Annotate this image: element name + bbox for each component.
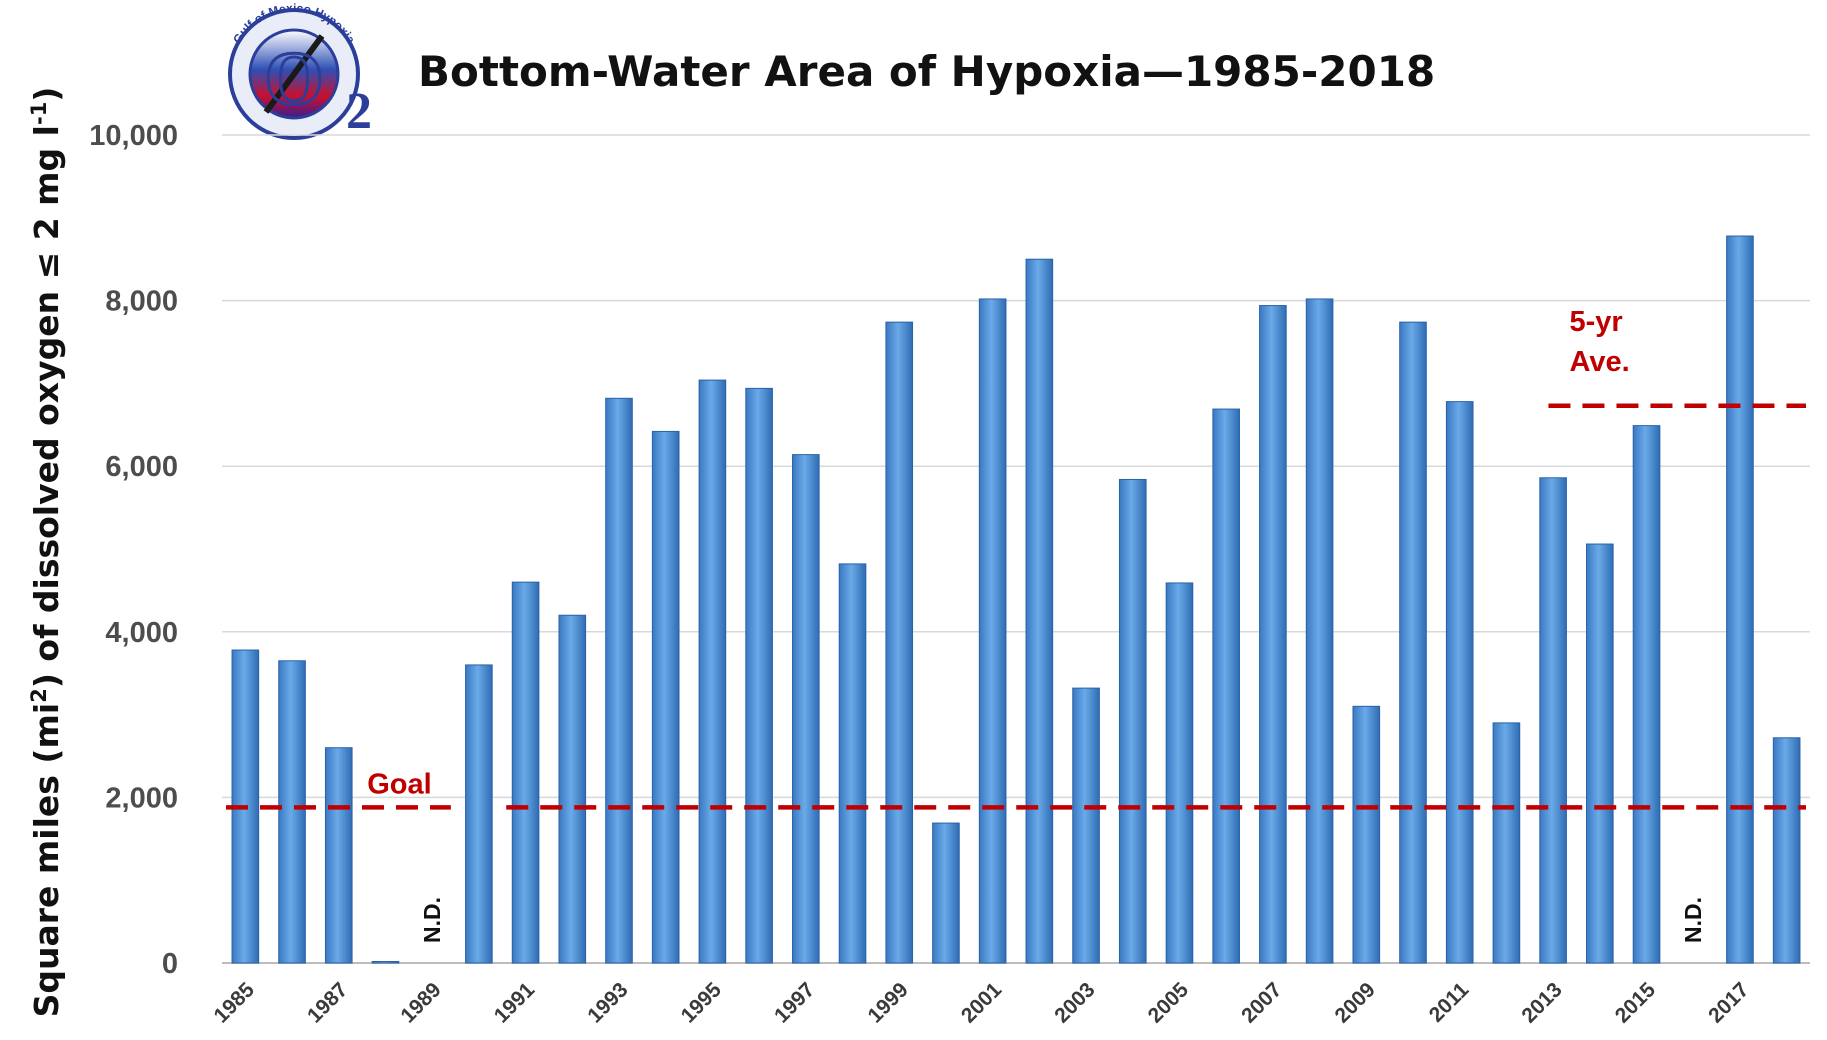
gulf-hypoxia-logo: Gulf of Mexico Hypoxia O 2 (228, 1, 372, 140)
bar-1986 (278, 660, 306, 964)
logo-subscript-2: 2 (346, 83, 372, 140)
bar-2007 (1259, 305, 1287, 964)
bar-1987 (324, 747, 353, 964)
bar-2008 (1305, 298, 1334, 964)
y-tick-4000: 4,000 (105, 617, 178, 649)
y-label-part-1: Square miles (mi (27, 703, 66, 1018)
nd-annotation-1989: N.D. (419, 897, 445, 943)
x-tick-1995: 1995 (677, 978, 727, 1028)
bar-1996 (745, 387, 773, 964)
bar-2004 (1118, 478, 1147, 964)
bar-1999 (885, 321, 914, 964)
bar-2005 (1165, 582, 1194, 964)
bars (231, 235, 1801, 964)
x-tick-1991: 1991 (490, 978, 540, 1028)
y-label-sup-2: -1 (27, 102, 51, 125)
x-tick-2007: 2007 (1237, 978, 1286, 1027)
bar-1988 (371, 961, 400, 964)
y-tick-6000: 6,000 (105, 451, 178, 483)
y-label-part-3: ) (27, 87, 66, 102)
x-tick-2017: 2017 (1704, 978, 1753, 1027)
bar-2002 (1025, 258, 1054, 964)
bar-2003 (1072, 687, 1100, 964)
bar-1993 (605, 397, 633, 964)
x-tick-labels: 1985 1987 1989 1991 1993 1995 1997 1999 2001 2003… (210, 978, 1754, 1028)
bar-1990 (465, 664, 493, 964)
x-tick-2013: 2013 (1517, 978, 1566, 1027)
y-tick-0: 0 (162, 948, 178, 980)
x-tick-2011: 2011 (1425, 978, 1474, 1027)
gridlines (222, 134, 1810, 964)
bar-2010 (1399, 321, 1427, 964)
bar-1998 (838, 563, 867, 964)
x-tick-1997: 1997 (770, 978, 819, 1027)
x-tick-1989: 1989 (396, 978, 445, 1027)
goal-label: Goal (367, 768, 431, 800)
x-tick-2003: 2003 (1050, 978, 1099, 1027)
x-tick-2015: 2015 (1611, 978, 1661, 1028)
x-tick-2005: 2005 (1144, 978, 1194, 1028)
y-tick-labels: 0 2,000 4,000 6,000 8,000 10,000 (89, 120, 178, 980)
five-yr-avg-label-line-0: 5-yr (1569, 306, 1622, 338)
five-yr-avg-label-line-1: Ave. (1569, 346, 1629, 378)
bar-1991 (511, 581, 540, 964)
bar-1994 (651, 430, 680, 964)
nd-annotation-2016: N.D. (1680, 897, 1706, 943)
logo-o-letter: O (264, 37, 323, 121)
x-tick-1999: 1999 (863, 978, 912, 1027)
y-axis-label: Square miles (mi2) of dissolved oxygen ≤… (27, 87, 66, 1018)
x-tick-1985: 1985 (210, 978, 260, 1028)
y-tick-2000: 2,000 (105, 782, 178, 814)
bar-2018 (1772, 737, 1801, 964)
bar-1997 (792, 454, 820, 964)
bar-2006 (1212, 408, 1240, 964)
y-label-sup-1: 2 (27, 688, 51, 703)
y-tick-10000: 10,000 (89, 120, 178, 152)
bar-2015 (1632, 425, 1661, 964)
bar-2014 (1586, 543, 1614, 964)
bar-2009 (1352, 705, 1381, 964)
bar-2000 (932, 822, 960, 964)
reference-lines: Goal 5-yr Ave. (226, 306, 1806, 810)
logo-slash (263, 34, 325, 114)
y-label-part-2: ) of dissolved oxygen ≤ 2 mg l (27, 125, 66, 688)
bar-2017 (1726, 235, 1754, 964)
x-tick-1993: 1993 (583, 978, 632, 1027)
x-tick-2009: 2009 (1331, 978, 1380, 1027)
chart-title: Bottom-Water Area of Hypoxia—1985-2018 (418, 47, 1435, 96)
bar-2001 (978, 298, 1007, 964)
y-tick-8000: 8,000 (105, 286, 178, 318)
bar-2011 (1445, 401, 1474, 964)
x-tick-2001: 2001 (957, 978, 1007, 1028)
bar-2013 (1539, 477, 1567, 964)
bar-1995 (698, 379, 727, 964)
x-tick-1987: 1987 (303, 978, 352, 1027)
bar-2012 (1492, 722, 1521, 964)
bar-1992 (558, 614, 587, 964)
annotations: N.D. N.D. (419, 897, 1706, 943)
